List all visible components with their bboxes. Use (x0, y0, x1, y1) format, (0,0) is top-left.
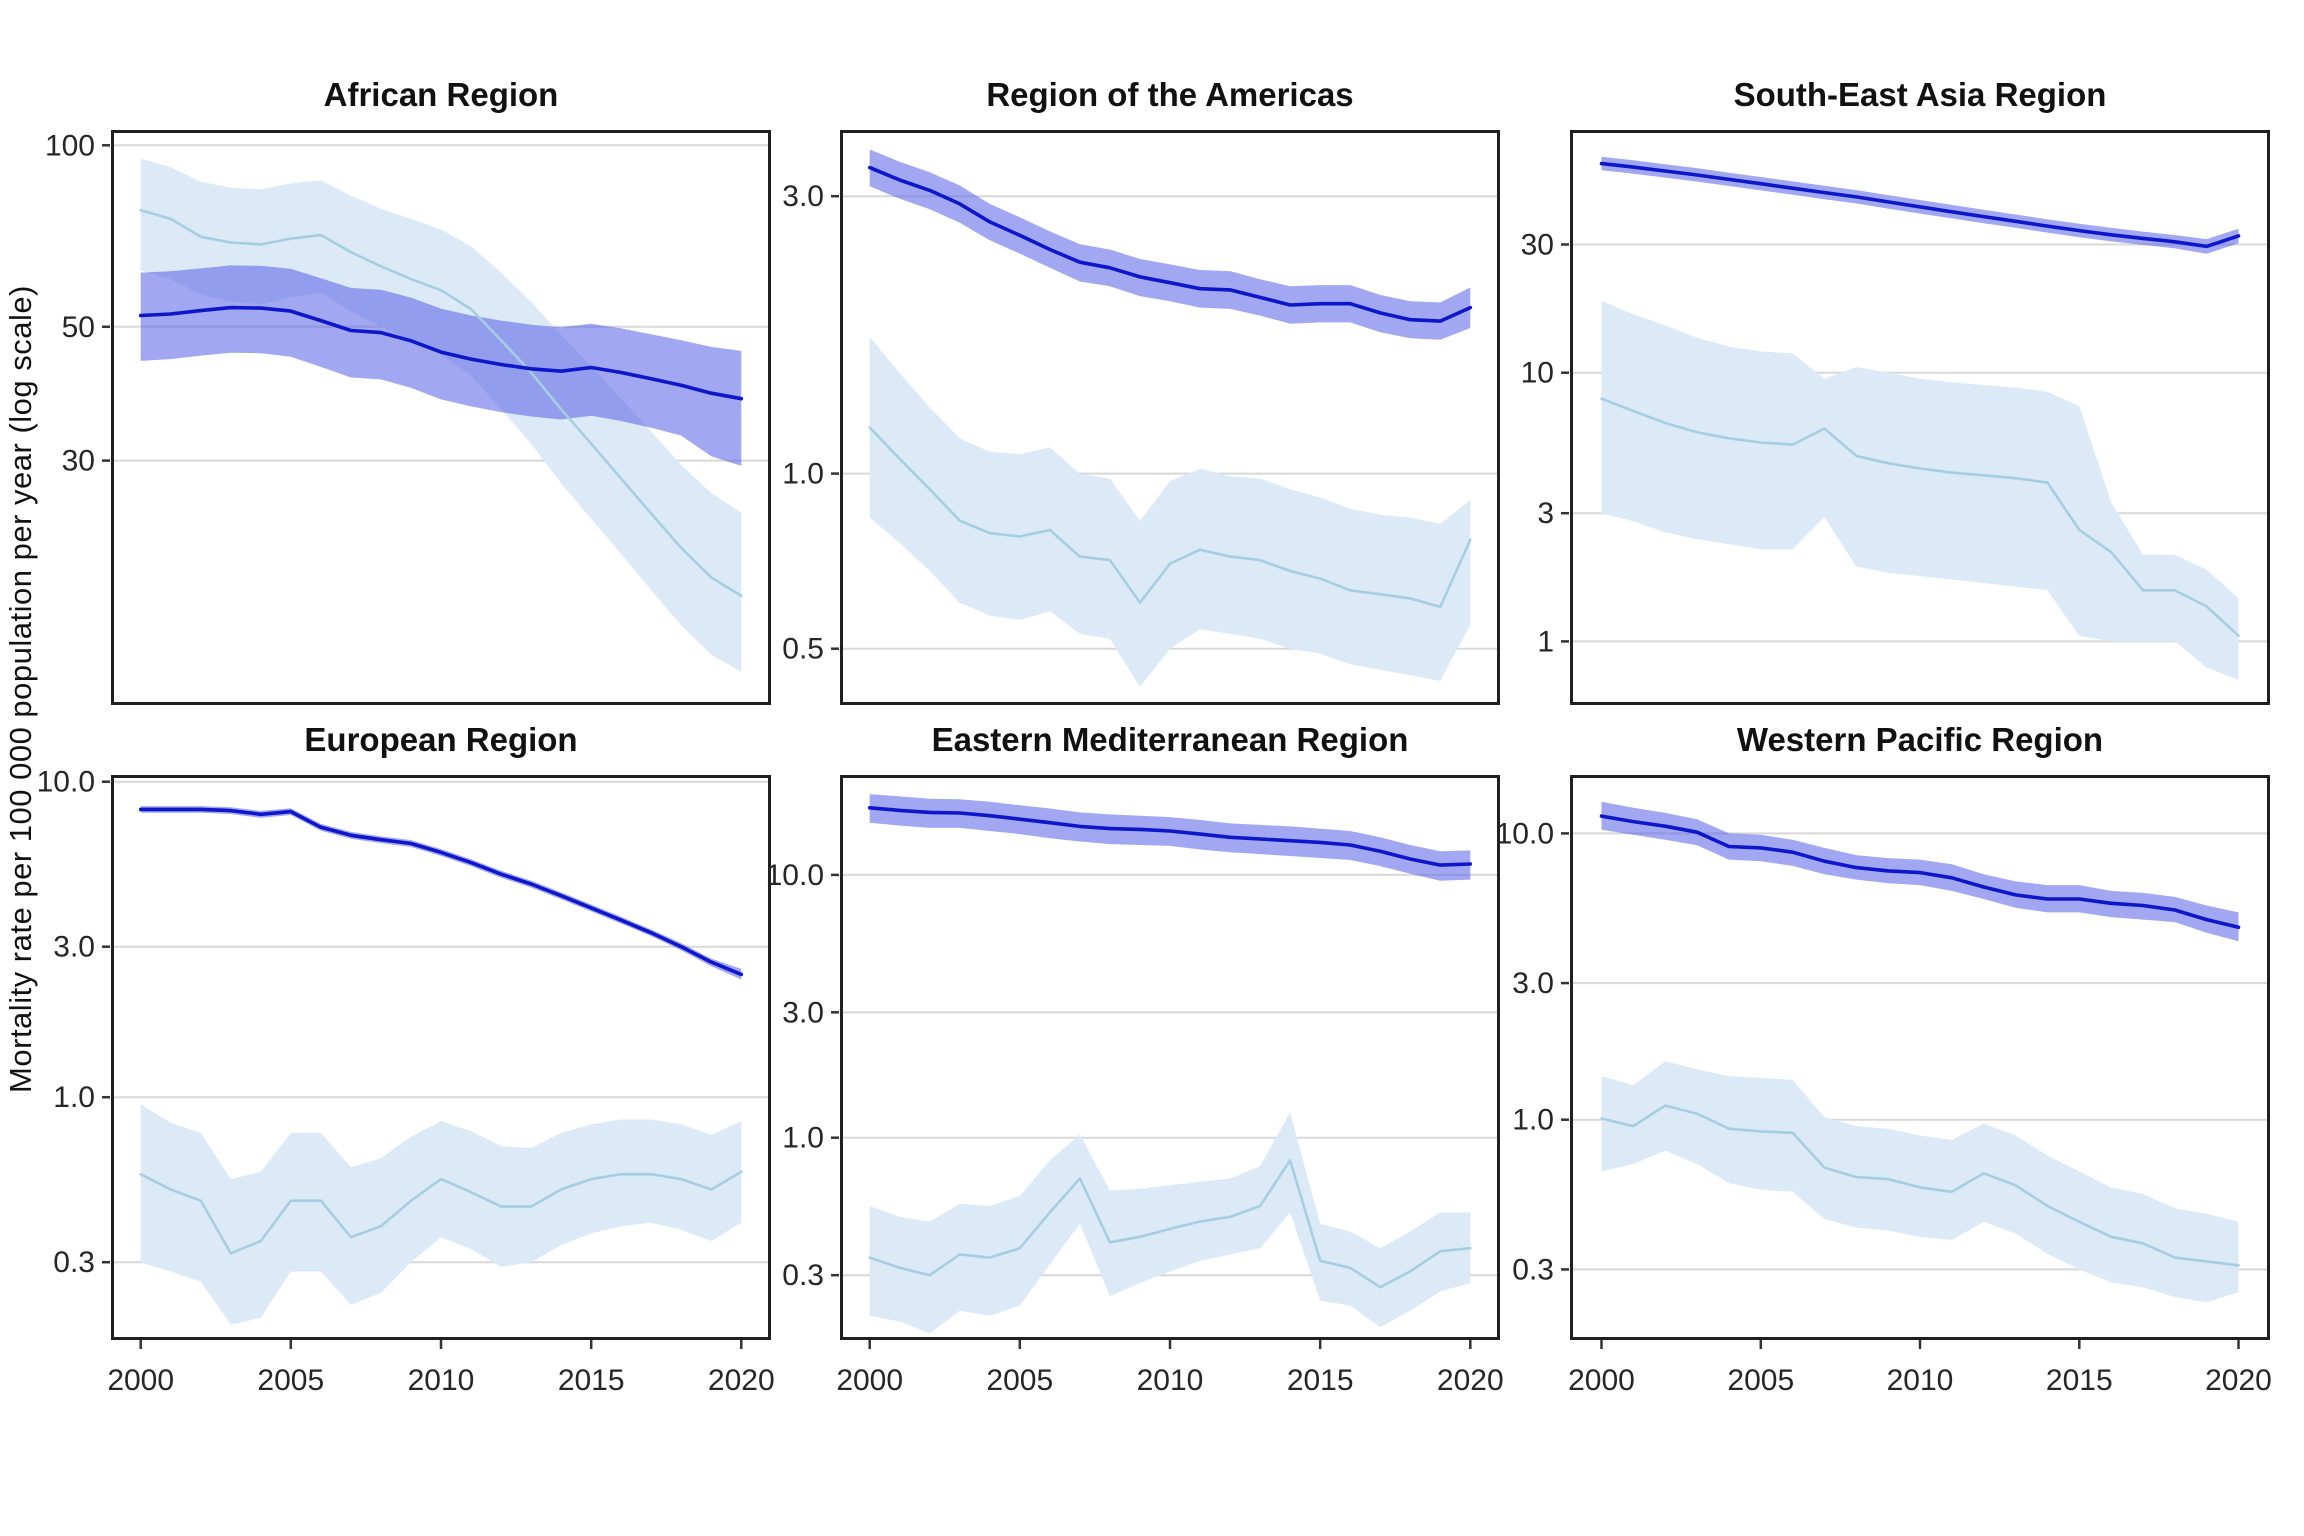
panel-title: Region of the Americas (986, 76, 1354, 113)
y-tick-label: 30 (62, 445, 95, 478)
y-tick-label: 1.0 (782, 458, 824, 491)
confidence-band-dark (869, 794, 1471, 881)
x-tick-label: 2015 (1287, 1364, 1354, 1397)
trend-line-dark (1599, 161, 2241, 249)
x-tick-label: 2020 (708, 1364, 775, 1397)
y-tick-label: 1.0 (782, 1122, 824, 1155)
y-tick-label: 10.0 (37, 766, 95, 799)
x-axis-ticks: 2000 2005 2010 2015 2020 (836, 1340, 1504, 1397)
confidence-band-dark (869, 149, 1471, 340)
x-tick-label: 2015 (558, 1364, 625, 1397)
y-tick-label: 50 (62, 311, 95, 344)
y-tick-label: 3.0 (782, 996, 824, 1029)
x-axis-ticks: 2000 2005 2010 2015 2020 (1568, 1340, 2272, 1397)
panel-border (1570, 775, 2270, 1340)
panel-border (840, 130, 1500, 705)
plot-region-of-the-americas: 3.0 1.0 0.5 (782, 130, 1500, 705)
y-tick-label: 3.0 (782, 180, 824, 213)
trend-line-dark (138, 305, 744, 401)
plot-african-region: 100 50 30 (45, 129, 771, 705)
confidence-band-light (869, 336, 1471, 687)
x-tick-label: 2005 (1727, 1364, 1794, 1397)
y-tick-label: 3.0 (1512, 967, 1554, 1000)
panel-title: European Region (304, 721, 578, 758)
x-axis-ticks: 2000 2005 2010 2015 2020 (107, 1340, 775, 1397)
y-tick-label: 10 (1521, 357, 1554, 390)
x-tick-label: 2000 (836, 1364, 903, 1397)
panel-title: Eastern Mediterranean Region (931, 721, 1409, 758)
y-tick-label: 3 (1537, 497, 1554, 530)
x-tick-label: 2000 (107, 1364, 174, 1397)
x-tick-label: 2005 (986, 1364, 1053, 1397)
y-tick-label: 3.0 (53, 931, 95, 964)
panel-border (111, 775, 771, 1340)
x-tick-label: 2020 (1437, 1364, 1504, 1397)
panel-border (111, 130, 771, 705)
y-tick-label: 0.5 (782, 633, 824, 666)
y-tick-label: 100 (45, 129, 95, 162)
y-tick-label: 0.3 (53, 1246, 95, 1279)
y-tick-label: 1.0 (53, 1081, 95, 1114)
confidence-band-dark (140, 806, 742, 980)
x-tick-label: 2020 (2205, 1364, 2272, 1397)
trend-line-light (139, 209, 743, 598)
y-axis-ticks: 100 50 30 (45, 129, 110, 478)
panel-title: Western Pacific Region (1736, 721, 2104, 758)
panel-border (840, 775, 1500, 1340)
y-axis-ticks: 30 10 3 1 (1521, 229, 1569, 658)
trend-line-dark (867, 165, 1473, 323)
y-tick-label: 30 (1521, 229, 1554, 262)
y-tick-label: 0.3 (1512, 1253, 1554, 1286)
x-tick-label: 2010 (408, 1364, 475, 1397)
y-tick-label: 0.3 (782, 1259, 824, 1292)
y-axis-ticks: 10.0 3.0 1.0 0.3 (37, 766, 110, 1279)
plot-eastern-mediterranean-region: 10.0 3.0 1.0 0.3 2000 2005 2010 2015 2020 (766, 775, 1504, 1397)
x-tick-label: 2000 (1568, 1364, 1635, 1397)
confidence-band-light (1601, 1061, 2239, 1303)
panel-title: African Region (323, 76, 559, 113)
y-axis-ticks: 3.0 1.0 0.5 (782, 180, 839, 666)
trend-line-dark (138, 807, 744, 977)
x-tick-label: 2010 (1887, 1364, 1954, 1397)
y-axis-ticks: 10.0 3.0 1.0 0.3 (1496, 817, 1569, 1286)
confidence-band-light (869, 1112, 1471, 1334)
trend-line-dark (1599, 814, 2241, 930)
trend-line-dark (867, 806, 1473, 867)
confidence-band-light (140, 1104, 742, 1325)
trend-line-light (139, 1170, 743, 1255)
plot-south-east-asia-region: 30 10 3 1 (1521, 130, 2270, 705)
x-tick-label: 2015 (2046, 1364, 2113, 1397)
trend-line-light (1600, 1104, 2240, 1267)
plot-european-region: 10.0 3.0 1.0 0.3 2000 2005 2010 2015 2020 (37, 766, 775, 1397)
panel-border (1570, 130, 2270, 705)
trend-line-light (868, 426, 1472, 609)
y-tick-label: 1.0 (1512, 1104, 1554, 1137)
y-tick-label: 10.0 (1496, 817, 1554, 850)
trend-line-light (868, 1159, 1472, 1289)
y-tick-label: 1 (1537, 625, 1554, 658)
panel-title: South-East Asia Region (1733, 76, 2107, 113)
confidence-band-dark (140, 265, 742, 466)
x-tick-label: 2010 (1137, 1364, 1204, 1397)
trend-line-light (1600, 397, 2240, 637)
plot-western-pacific-region: 10.0 3.0 1.0 0.3 2000 2005 2010 2015 2020 (1496, 775, 2272, 1397)
confidence-band-light (1601, 300, 2239, 680)
y-axis-ticks: 10.0 3.0 1.0 0.3 (766, 859, 839, 1292)
y-tick-label: 10.0 (766, 859, 824, 892)
x-tick-label: 2005 (257, 1364, 324, 1397)
